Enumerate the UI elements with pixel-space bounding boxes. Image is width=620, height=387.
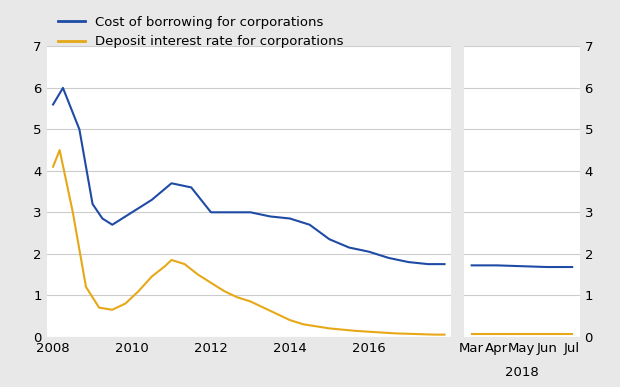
Legend: Cost of borrowing for corporations, Deposit interest rate for corporations: Cost of borrowing for corporations, Depo… (53, 10, 349, 54)
Text: 2018: 2018 (505, 366, 539, 379)
